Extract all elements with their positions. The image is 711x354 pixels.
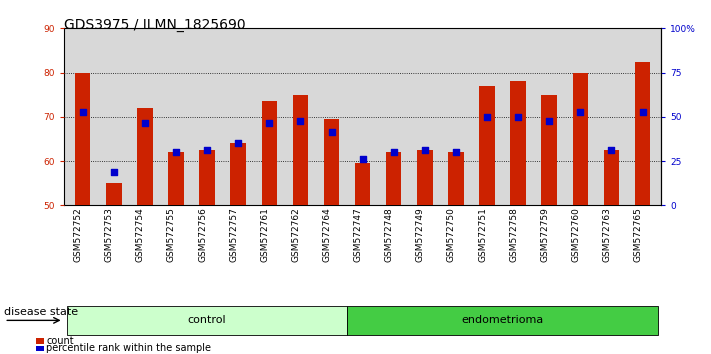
Bar <box>137 108 153 205</box>
Text: GSM572750: GSM572750 <box>447 207 456 262</box>
Text: GSM572755: GSM572755 <box>167 207 176 262</box>
Bar <box>386 152 402 205</box>
Bar <box>293 95 308 205</box>
Bar <box>355 163 370 205</box>
Bar <box>75 73 90 205</box>
Point <box>264 121 275 126</box>
Text: GSM572758: GSM572758 <box>509 207 518 262</box>
Bar <box>262 101 277 205</box>
Text: endometrioma: endometrioma <box>461 315 544 325</box>
Text: count: count <box>46 336 74 346</box>
Bar <box>230 143 246 205</box>
Bar <box>448 152 464 205</box>
Text: GSM572761: GSM572761 <box>260 207 269 262</box>
Point <box>201 147 213 153</box>
Text: GDS3975 / ILMN_1825690: GDS3975 / ILMN_1825690 <box>64 18 245 32</box>
Text: GSM572764: GSM572764 <box>323 207 331 262</box>
Bar <box>106 183 122 205</box>
Text: GSM572756: GSM572756 <box>198 207 207 262</box>
Text: percentile rank within the sample: percentile rank within the sample <box>46 343 211 353</box>
Text: GSM572751: GSM572751 <box>478 207 487 262</box>
Point <box>108 169 119 175</box>
Text: GSM572747: GSM572747 <box>353 207 363 262</box>
Text: disease state: disease state <box>4 307 77 316</box>
Point <box>513 114 524 120</box>
Text: GSM572753: GSM572753 <box>105 207 114 262</box>
Text: control: control <box>188 315 226 325</box>
Bar <box>324 119 339 205</box>
Text: GSM572765: GSM572765 <box>634 207 643 262</box>
Bar <box>169 152 183 205</box>
Point <box>77 110 88 115</box>
Bar <box>542 95 557 205</box>
Text: GSM572757: GSM572757 <box>229 207 238 262</box>
Bar <box>510 81 526 205</box>
Text: GSM572752: GSM572752 <box>74 207 82 262</box>
Point <box>450 149 461 155</box>
Point <box>170 149 181 155</box>
Point <box>574 110 586 115</box>
Point <box>357 156 368 162</box>
Bar <box>572 73 588 205</box>
Point <box>637 110 648 115</box>
Point <box>481 114 493 120</box>
Point <box>139 121 151 126</box>
Bar <box>479 86 495 205</box>
Point <box>232 141 244 146</box>
Bar <box>604 150 619 205</box>
Point <box>606 147 617 153</box>
Point <box>294 118 306 124</box>
Point <box>388 149 400 155</box>
Text: GSM572748: GSM572748 <box>385 207 394 262</box>
Text: GSM572754: GSM572754 <box>136 207 145 262</box>
Point <box>543 118 555 124</box>
Text: GSM572749: GSM572749 <box>416 207 424 262</box>
Text: GSM572760: GSM572760 <box>572 207 580 262</box>
Bar <box>417 150 432 205</box>
Point <box>419 147 430 153</box>
Text: GSM572762: GSM572762 <box>292 207 300 262</box>
Text: GSM572763: GSM572763 <box>602 207 611 262</box>
Bar <box>199 150 215 205</box>
Point <box>326 130 337 135</box>
Text: GSM572759: GSM572759 <box>540 207 549 262</box>
Bar <box>635 62 651 205</box>
